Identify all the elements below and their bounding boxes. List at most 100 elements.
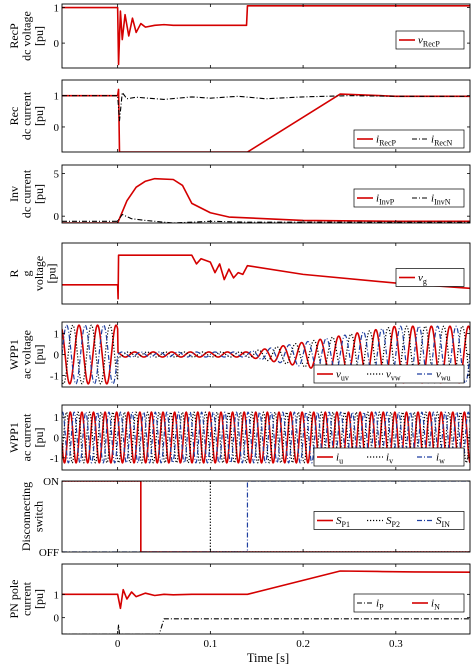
axes-box (61, 79, 471, 153)
legend-box (353, 188, 465, 208)
y-axis-title-line: Inv (7, 186, 21, 202)
wave-phase-2 (62, 324, 470, 385)
y-tick-label: 0 (54, 211, 60, 223)
y-tick-label: ON (43, 476, 59, 488)
plot-area (62, 4, 470, 66)
legend-label: iw (436, 452, 445, 466)
y-axis-title-line: WPP1 (7, 422, 21, 453)
y-axis-title-line: [pu] (32, 26, 46, 46)
series-S-P1 (62, 481, 470, 552)
x-tick-label: 0.1 (203, 638, 217, 650)
y-axis-title-line: Disconnecting (19, 482, 33, 551)
y-axis-title-line: [pu] (32, 589, 46, 609)
legend-subscript: v (389, 457, 393, 466)
x-tick-label: 0.3 (389, 638, 403, 650)
x-axis-title: Time [s] (247, 651, 289, 665)
wave-phase-1 (62, 411, 470, 464)
y-tick-label: 0 (54, 433, 60, 445)
legend-box (395, 30, 465, 50)
y-axis-title-line: dc current (20, 91, 34, 140)
y-axis-title-line: [pu] (32, 428, 46, 448)
legend: iRecP iRecN (353, 129, 465, 149)
y-axis-title-line: ac current (20, 413, 34, 461)
y-tick-label: 0 (54, 38, 60, 50)
legend-label: vg (418, 272, 427, 286)
y-axis-title-line: [pu] (32, 106, 46, 126)
legend-subscript: RecN (434, 139, 452, 148)
x-tick-label: 0.2 (296, 638, 310, 650)
legend-subscript: RecP (379, 139, 396, 148)
legend: vg (395, 268, 465, 287)
y-tick-label: 1 (54, 589, 60, 601)
y-tick-label: 1 (54, 91, 60, 103)
legend-subscript: uv (341, 374, 349, 383)
legend: iInvP iInvN (353, 188, 465, 208)
series-v-g (62, 254, 470, 300)
y-axis-title-line: [pu] (32, 345, 46, 365)
legend-subscript: u (339, 457, 343, 466)
y-axis-title-line: ac voltage (20, 330, 34, 379)
legend-subscript: P1 (342, 520, 350, 529)
plot-area (62, 254, 470, 300)
axes-box (61, 242, 471, 305)
legend: iu iv iw (313, 447, 465, 467)
legend-subscript: g (423, 277, 427, 286)
plot-area (62, 177, 470, 223)
x-tick-label: 0 (115, 638, 121, 650)
series-i-P (62, 618, 470, 634)
y-axis-title-line: [pu] (45, 264, 59, 284)
legend-box (313, 447, 465, 467)
y-axis-title-line: switch (32, 501, 46, 532)
x-axis-labels: 0 0.1 0.2 0.3 (115, 638, 403, 650)
y-axis-title-line: current (20, 581, 34, 616)
y-tick-label: 0 (54, 122, 60, 134)
y-axis-title-line: dc current (20, 169, 34, 218)
y-axis-title-line: Rec (7, 107, 21, 126)
y-tick-label: 1 (54, 412, 60, 424)
legend: vuv vvw vwu (313, 364, 465, 384)
legend-subscript: IN (442, 520, 451, 529)
axes-box (61, 321, 471, 388)
legend-label: iP (376, 598, 384, 612)
y-axis-title-line: dc voltage (20, 11, 34, 61)
y-tick-label: -1 (50, 453, 59, 465)
y-axis-title-line: WPP1 (7, 339, 21, 370)
legend-subscript: vw (391, 374, 401, 383)
axes-box (61, 164, 471, 224)
legend-box (313, 364, 465, 384)
legend-label: iv (386, 452, 393, 466)
legend-box (313, 511, 465, 530)
y-tick-label: 0 (54, 350, 60, 362)
plot-area (62, 481, 470, 552)
y-tick-label: 5 (54, 169, 60, 181)
series-v-RecP (62, 4, 470, 66)
y-tick-label: OFF (39, 547, 59, 559)
y-tick-label: 1 (54, 329, 60, 341)
plot-area (62, 570, 470, 634)
legend-subscript: N (434, 603, 440, 612)
axes-box (61, 480, 471, 553)
y-axis-title-line: R (7, 269, 21, 277)
legend-box (353, 593, 465, 613)
y-axis-title-line: [pu] (32, 184, 46, 204)
plot-area (62, 88, 470, 152)
wave-phase-2 (62, 411, 470, 464)
legend-subscript: InvN (434, 198, 451, 207)
legend-subscript: P (379, 603, 384, 612)
legend-box (353, 129, 465, 149)
legend: iP iN (353, 593, 465, 613)
y-axis-title-line: PN pole (7, 580, 21, 619)
legend-subscript: RecP (423, 40, 440, 49)
legend-label: iN (431, 598, 440, 612)
legend-subscript: w (439, 457, 445, 466)
series-i-InvN (62, 213, 470, 223)
legend: vRecP (395, 30, 465, 50)
axes-box (61, 3, 471, 69)
